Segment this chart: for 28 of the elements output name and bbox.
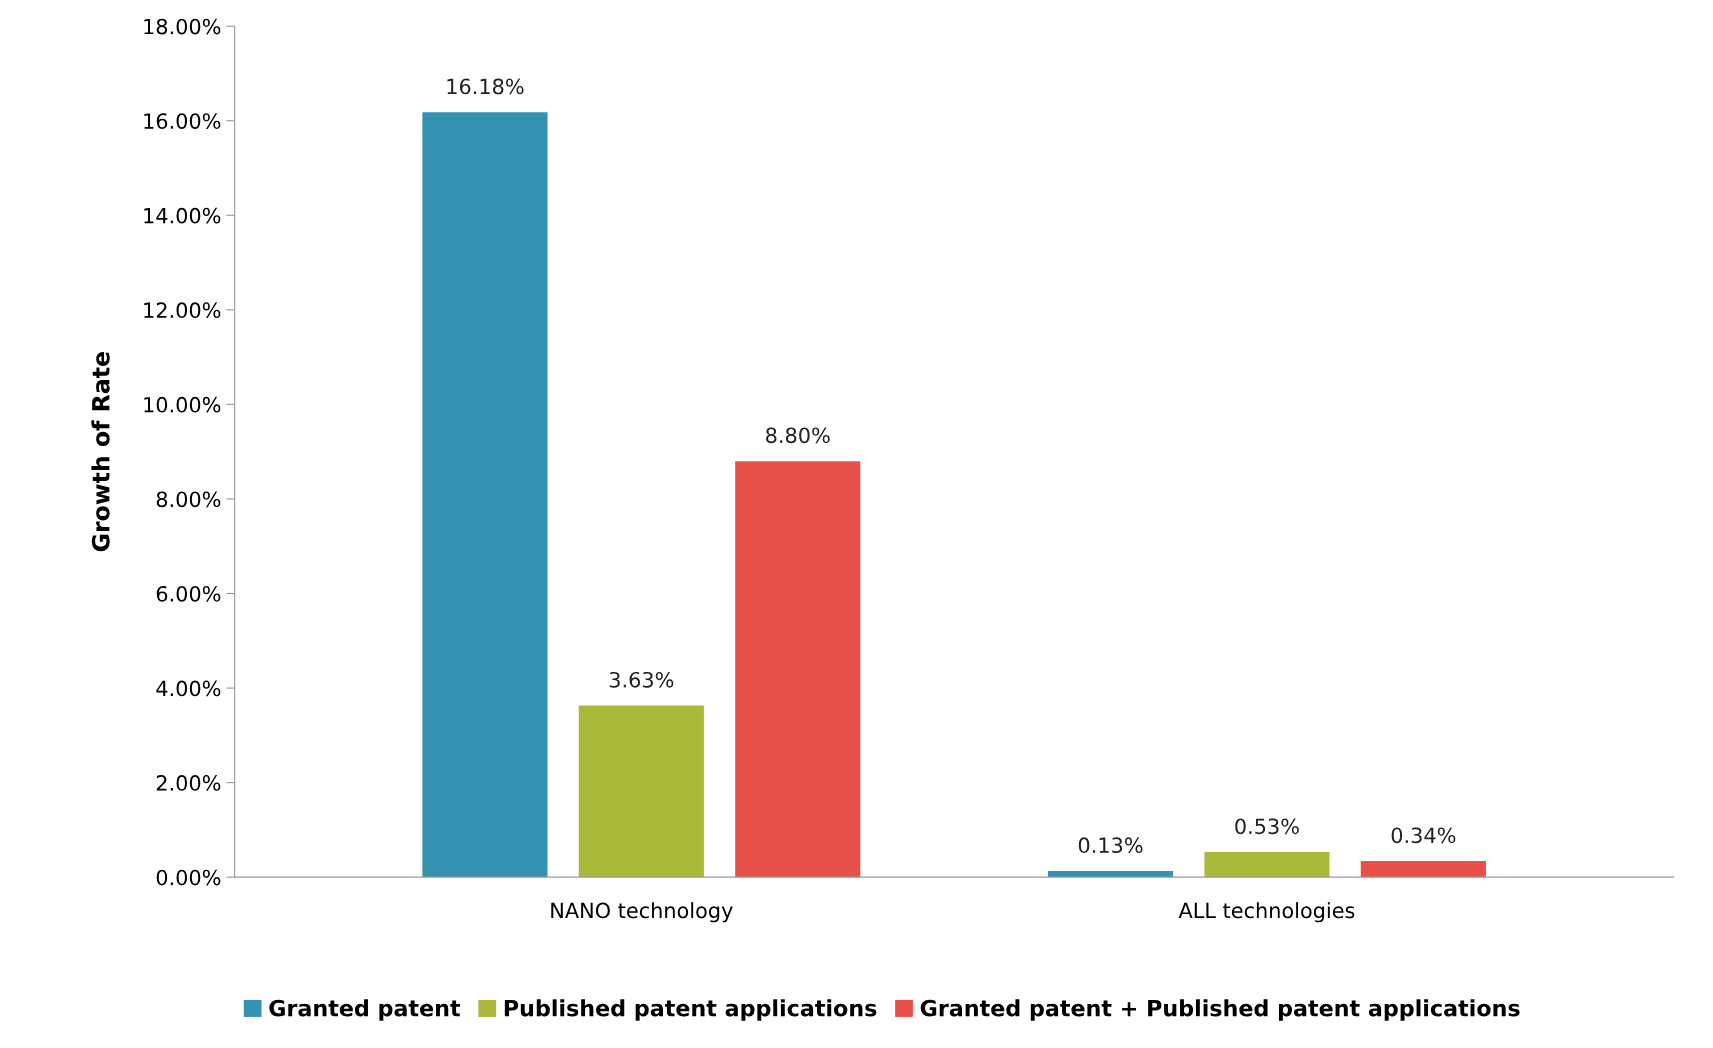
y-tick-label: 2.00%: [156, 775, 221, 791]
y-tick-label: 8.00%: [156, 491, 221, 508]
y-tick-label: 14.00%: [144, 207, 221, 224]
bar: [1204, 852, 1330, 878]
bar: [1047, 871, 1174, 878]
data-label: 0.13%: [1078, 837, 1143, 854]
data-label: 0.53%: [1235, 818, 1299, 835]
x-tick-label: ALL technologies: [1178, 902, 1355, 923]
data-label: 3.63%: [609, 671, 674, 688]
legend-label: Published patent applications: [504, 999, 877, 1021]
bar: [578, 705, 704, 878]
data-label: 0.34%: [1391, 827, 1456, 844]
legend-label: Granted patent + Published patent applications: [920, 999, 1520, 1021]
y-tick-label: 6.00%: [156, 585, 221, 602]
bar: [735, 461, 861, 878]
y-tick-label: 18.00%: [144, 18, 221, 35]
bar: [1360, 861, 1486, 878]
bar: [422, 112, 548, 878]
data-label: 8.80%: [766, 427, 830, 444]
y-axis-title: Growth of Rate: [91, 352, 110, 552]
x-tick-label: NANO technology: [551, 902, 733, 923]
legend-label: Granted patent: [269, 999, 461, 1021]
y-tick-label: 0.00%: [156, 869, 221, 886]
y-tick-label: 16.00%: [144, 113, 221, 129]
y-tick-label: 10.00%: [144, 396, 221, 413]
y-tick-label: 12.00%: [144, 302, 221, 319]
data-label: 16.18%: [447, 78, 524, 95]
y-tick-label: 4.00%: [156, 680, 221, 697]
